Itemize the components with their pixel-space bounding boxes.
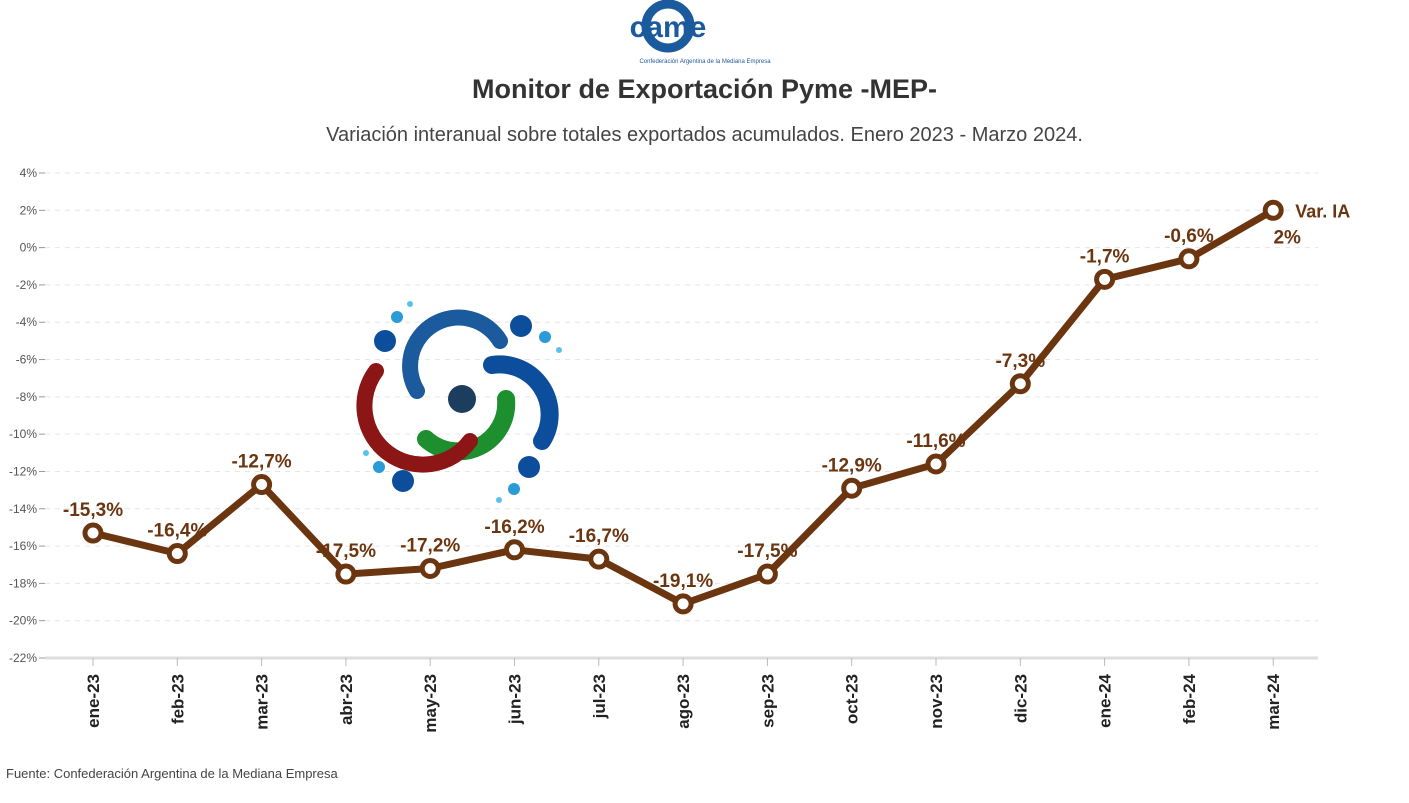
line-chart: 4% 2% 0% -2% -4% -6% -8% -10% -12% -14% -16% -18% -2… (9, 166, 1350, 733)
data-labels: -15,3% -16,4% -12,7% -17,5% -17,2% -16,2% -16,… (63, 226, 1301, 592)
x-tick-label: ene-23 (84, 674, 103, 728)
x-tick-label: mar-23 (253, 674, 272, 730)
data-label: -12,7% (231, 452, 291, 473)
data-point (1262, 199, 1284, 221)
x-tick-label: abr-23 (337, 674, 356, 725)
y-tick-label: -18% (9, 576, 37, 590)
data-point (504, 539, 525, 561)
x-tick-label: ene-24 (1096, 673, 1115, 727)
data-point (251, 474, 273, 496)
source-note: Fuente: Confederación Argentina de la Me… (6, 766, 338, 781)
data-label: -12,9% (822, 455, 882, 476)
data-point (166, 543, 188, 565)
x-tick-label: oct-23 (843, 674, 862, 724)
y-tick-label: -6% (16, 353, 38, 367)
data-label: -19,1% (653, 571, 713, 592)
data-label: -16,2% (484, 517, 544, 538)
data-label: -17,2% (400, 535, 460, 556)
watermark-logo (356, 301, 562, 503)
data-label: -16,7% (569, 526, 629, 547)
logo-text: came (630, 11, 707, 44)
y-tick-label: -22% (9, 651, 37, 665)
y-tick-label: 2% (20, 203, 38, 217)
data-label: -16,4% (147, 521, 207, 542)
x-tick-label: mar-24 (1264, 673, 1283, 729)
y-axis: 4% 2% 0% -2% -4% -6% -8% -10% -12% -14% -16% -18% -2… (9, 166, 45, 665)
y-tick-label: -2% (16, 278, 38, 292)
data-point (1094, 268, 1116, 290)
x-tick-label: feb-23 (168, 674, 187, 724)
logo-ring-icon (641, 0, 695, 53)
y-tick-label: -12% (9, 464, 37, 478)
series-line (92, 207, 1275, 608)
x-tick-label: feb-24 (1180, 673, 1199, 724)
data-label: -15,3% (63, 500, 123, 521)
grid-lines (45, 172, 1318, 660)
y-tick-label: 0% (20, 241, 38, 255)
x-tick-label: dic-23 (1011, 674, 1030, 723)
y-tick-label: -10% (9, 427, 37, 441)
data-point (419, 557, 441, 579)
y-tick-label: -20% (9, 614, 37, 628)
data-point (925, 453, 947, 475)
came-logo: came Confederación Argentina de la Media… (630, 0, 771, 65)
chart-title: Monitor de Exportación Pyme -MEP- (471, 74, 938, 104)
y-tick-label: -14% (9, 502, 37, 516)
data-point (1178, 248, 1200, 270)
data-label: -11,6% (906, 431, 965, 452)
data-label: 2% (1273, 227, 1301, 248)
data-point (588, 548, 610, 570)
x-tick-label: may-23 (421, 674, 440, 733)
x-tick-label: ago-23 (674, 674, 693, 729)
y-tick-label: -4% (16, 315, 38, 329)
data-point (841, 477, 863, 499)
data-point (82, 522, 104, 544)
x-tick-label: sep-23 (758, 674, 777, 728)
data-label: -17,5% (737, 541, 797, 562)
data-point (1009, 373, 1031, 395)
x-tick-label: jun-23 (506, 674, 525, 725)
data-point (335, 563, 357, 585)
logo-subtext: Confederación Argentina de la Mediana Em… (639, 59, 771, 65)
y-tick-label: -16% (9, 539, 37, 553)
x-tick-label: jul-23 (590, 674, 609, 719)
chart-subtitle: Variación interanual sobre totales expor… (326, 124, 1083, 146)
x-tick-label: nov-23 (927, 674, 946, 729)
y-tick-label: 4% (20, 166, 38, 180)
data-label: -0,6% (1164, 226, 1214, 247)
data-points (82, 199, 1284, 615)
data-label: -17,5% (316, 541, 376, 562)
data-point (672, 593, 694, 615)
series-name-label: Var. IA (1295, 201, 1350, 221)
data-label: -7,3% (995, 351, 1045, 372)
y-tick-label: -8% (16, 390, 38, 404)
data-label: -1,7% (1080, 246, 1130, 267)
data-point (756, 563, 778, 585)
x-axis: ene-23 feb-23 mar-23 abr-23 may-23 jun-23 jul-… (84, 658, 1283, 733)
